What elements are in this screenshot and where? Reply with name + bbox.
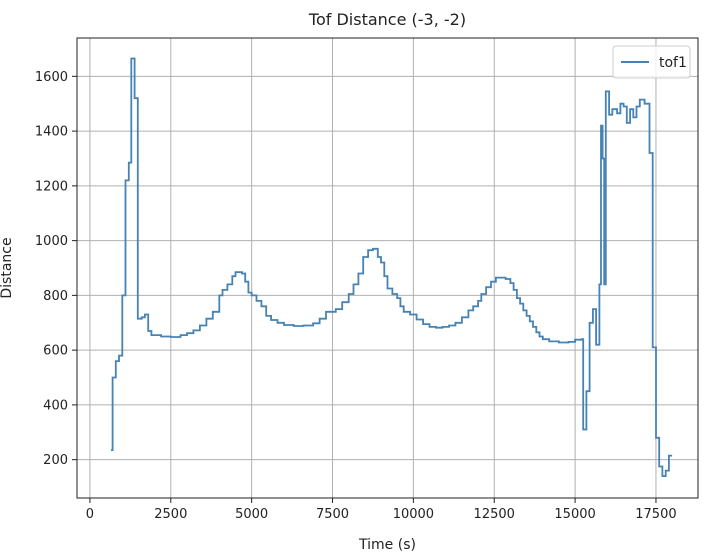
series-layer — [111, 57, 673, 477]
x-tick-label: 0 — [86, 507, 94, 522]
y-axis-label: Distance — [0, 237, 15, 298]
y-tick-label: 1400 — [35, 125, 68, 140]
x-tick-label: 2500 — [154, 507, 187, 522]
y-tick-label: 800 — [43, 289, 68, 304]
plot-frame — [76, 37, 699, 499]
x-axis-label: Time (s) — [358, 537, 416, 553]
legend-box — [612, 45, 691, 79]
y-tick-label: 400 — [43, 398, 68, 413]
grid — [77, 38, 698, 498]
x-tick-label: 5000 — [235, 507, 268, 522]
y-tick-label: 200 — [43, 453, 68, 468]
legend-label: tof1 — [659, 55, 687, 71]
y-axis: 200 400 600 800 1000 1200 1400 1600 — [35, 70, 77, 468]
y-tick-label: 1200 — [35, 179, 68, 194]
series-line-tof1 — [111, 57, 673, 477]
x-axis: 0 2500 5000 7500 10000 12500 15000 17500 — [86, 498, 677, 522]
y-tick-label: 600 — [43, 344, 68, 359]
x-tick-label: 12500 — [474, 507, 515, 522]
x-tick-label: 10000 — [393, 507, 434, 522]
y-tick-label: 1600 — [35, 70, 68, 85]
y-tick-label: 1000 — [35, 234, 68, 249]
legend: tof1 — [612, 45, 691, 79]
chart-title: Tof Distance (-3, -2) — [308, 10, 466, 29]
x-tick-label: 7500 — [316, 507, 349, 522]
x-tick-label: 17500 — [635, 507, 676, 522]
x-tick-label: 15000 — [554, 507, 595, 522]
